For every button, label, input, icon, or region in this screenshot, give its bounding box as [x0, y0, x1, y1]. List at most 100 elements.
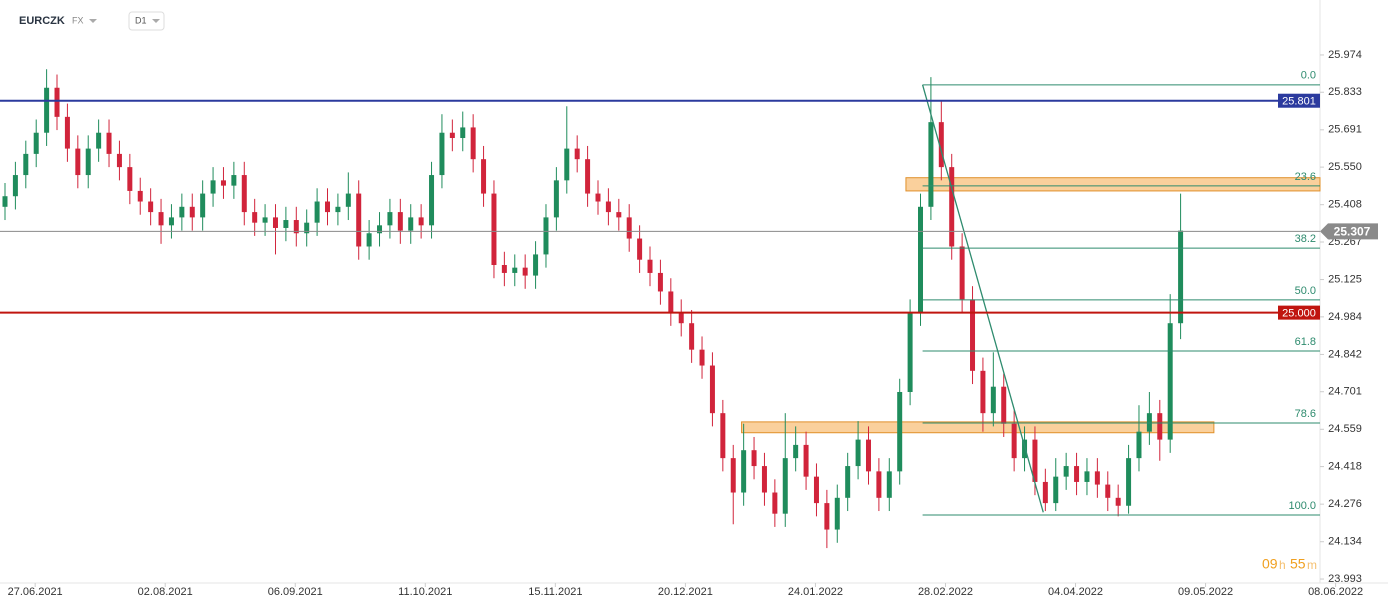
candle-body [75, 148, 81, 176]
candle-body [252, 212, 258, 223]
candle-body [543, 217, 549, 255]
x-tick-label: 11.10.2021 [398, 586, 452, 598]
candle-body [709, 365, 715, 414]
candle-body [23, 153, 29, 176]
y-tick-label: 24.134 [1328, 536, 1362, 548]
candle-body [408, 217, 414, 231]
candle-body [1001, 386, 1007, 424]
candle-body [938, 122, 944, 168]
candle-body [106, 132, 112, 154]
interval-button[interactable] [128, 11, 165, 31]
y-tick-label: 24.276 [1328, 498, 1362, 510]
price-tag [1278, 93, 1320, 108]
candle-body [418, 217, 424, 226]
candle-body [657, 272, 663, 292]
candle-body [522, 267, 528, 276]
candle-body [626, 217, 632, 239]
trendline [921, 84, 1044, 513]
y-tick-label: 24.701 [1328, 386, 1362, 398]
candle-body [751, 450, 757, 467]
y-tick-label: 24.984 [1328, 311, 1362, 323]
fib-label: 38.2 [1295, 233, 1316, 245]
y-tick-label: 25.974 [1328, 49, 1362, 61]
candle-body [33, 132, 39, 154]
candle-body [533, 254, 539, 276]
candle-body [148, 201, 154, 213]
candle-body [283, 220, 289, 228]
candle-body [262, 217, 268, 223]
candle-body [1136, 431, 1142, 459]
candle-body [158, 212, 164, 226]
candle-body [491, 193, 497, 266]
y-tick-label: 24.559 [1328, 423, 1362, 435]
x-tick-label: 08.06.2022 [1308, 586, 1363, 598]
candle-body [564, 148, 570, 181]
interval[interactable]: D1 [135, 15, 147, 25]
y-tick-label: 24.418 [1328, 461, 1362, 473]
dropdown-arrow[interactable] [89, 19, 97, 23]
fib-label: 61.8 [1295, 336, 1316, 348]
candle-body [387, 212, 393, 226]
candle-body [1063, 466, 1069, 477]
x-tick-label: 15.11.2021 [528, 586, 582, 598]
candle-body [918, 206, 924, 313]
candle-body [730, 458, 736, 493]
price-tag [1278, 305, 1320, 320]
candle-body [813, 476, 819, 504]
candle-body [314, 201, 320, 223]
y-tick-label: 23.993 [1328, 573, 1362, 585]
x-tick-label: 09.05.2022 [1178, 586, 1233, 598]
candle-body [793, 444, 799, 459]
candle-body [12, 175, 18, 197]
zone [905, 177, 1321, 192]
candle-body [699, 349, 705, 366]
candle-body [460, 127, 466, 139]
candle-body [616, 212, 622, 218]
price-tag-label: 25.801 [1282, 96, 1316, 108]
timer-minutes: 55 [1290, 556, 1306, 572]
candle-body [803, 444, 809, 477]
candle-body [782, 458, 788, 514]
market: FX [72, 15, 84, 25]
candle-body [970, 299, 976, 371]
price-tag-label: 25.000 [1282, 308, 1316, 320]
y-tick-label: 25.691 [1328, 124, 1362, 136]
dropdown-arrow[interactable] [152, 19, 160, 23]
y-tick-label: 25.833 [1328, 86, 1362, 98]
candle-body [1157, 413, 1163, 440]
candle-body [678, 312, 684, 324]
candle-body [127, 167, 133, 191]
candle-body [64, 116, 70, 149]
candle-body [179, 206, 185, 218]
fib-label: 78.6 [1295, 408, 1316, 420]
timer-h: h [1279, 558, 1286, 572]
candle-body [85, 148, 91, 176]
candle-body [241, 175, 247, 213]
candle-body [304, 222, 310, 234]
candle-body [980, 370, 986, 414]
candle-body [605, 201, 611, 213]
candle-body [761, 466, 767, 493]
last-price-tag [1320, 223, 1378, 240]
symbol[interactable]: EURCZK [19, 15, 65, 27]
candle-body [865, 439, 871, 472]
y-tick-label: 25.550 [1328, 161, 1362, 173]
x-tick-label: 28.02.2022 [918, 586, 973, 598]
candle-body [345, 193, 351, 207]
candle-body [1084, 471, 1090, 482]
candle-body [1178, 230, 1184, 324]
candle-body [429, 175, 435, 226]
candle-body [845, 466, 851, 498]
candle-body [220, 180, 226, 186]
fib-label: 50.0 [1295, 285, 1316, 297]
candle-body [116, 153, 122, 168]
candle-body [1053, 476, 1059, 504]
candle-body [54, 87, 60, 117]
candle-body [1032, 439, 1038, 482]
candle-body [96, 132, 102, 149]
zone [741, 421, 1215, 434]
candle-body [647, 259, 653, 273]
candle-body [470, 127, 476, 160]
candle-body [574, 148, 580, 160]
